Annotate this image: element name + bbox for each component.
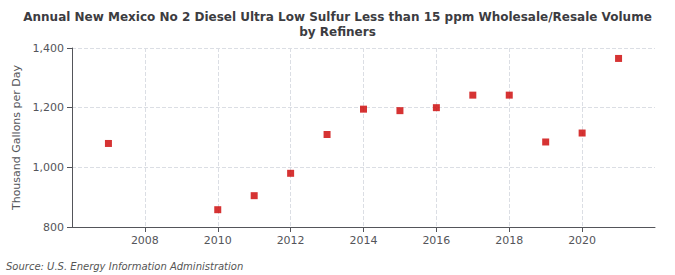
svg-text:2018: 2018 bbox=[495, 234, 523, 247]
svg-text:800: 800 bbox=[43, 221, 64, 234]
svg-text:2020: 2020 bbox=[568, 234, 596, 247]
svg-text:1,200: 1,200 bbox=[33, 101, 65, 114]
svg-text:1,400: 1,400 bbox=[33, 42, 65, 55]
svg-text:2010: 2010 bbox=[204, 234, 232, 247]
svg-text:2012: 2012 bbox=[277, 234, 305, 247]
svg-text:Annual New Mexico No 2 Diesel: Annual New Mexico No 2 Diesel Ultra Low … bbox=[23, 10, 652, 24]
svg-text:2008: 2008 bbox=[131, 234, 159, 247]
svg-text:2014: 2014 bbox=[350, 234, 378, 247]
svg-text:by Refiners: by Refiners bbox=[299, 25, 376, 39]
svg-text:2016: 2016 bbox=[422, 234, 450, 247]
svg-text:Source: U.S. Energy Informatio: Source: U.S. Energy Information Administ… bbox=[6, 261, 243, 272]
svg-text:1,000: 1,000 bbox=[33, 161, 65, 174]
svg-text:Thousand Gallons per Day: Thousand Gallons per Day bbox=[10, 64, 23, 211]
